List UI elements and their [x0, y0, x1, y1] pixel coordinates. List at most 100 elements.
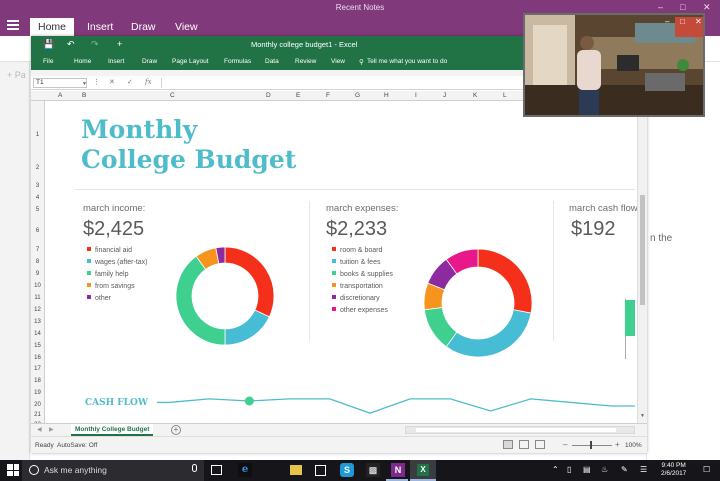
- file-explorer-icon[interactable]: [290, 465, 302, 475]
- row-header[interactable]: 16: [34, 355, 41, 361]
- cashflow-line-chart[interactable]: [45, 101, 637, 423]
- minimize-icon[interactable]: –: [658, 2, 664, 12]
- row-header[interactable]: 4: [35, 195, 40, 201]
- row-header[interactable]: 21: [34, 412, 41, 418]
- menu-formulas[interactable]: Formulas: [224, 58, 252, 65]
- undo-icon[interactable]: ↶: [67, 39, 75, 49]
- clock[interactable]: 9:40 PM 2/6/2017: [661, 462, 686, 478]
- expenses-donut-chart[interactable]: [416, 241, 540, 365]
- chevron-down-icon[interactable]: ▼: [82, 81, 87, 87]
- add-page-partial[interactable]: + Pa: [7, 70, 26, 80]
- cashflow-highlight-point[interactable]: [244, 396, 254, 406]
- onenote-taskbar-icon[interactable]: N: [391, 463, 405, 477]
- name-box[interactable]: T1 ▼: [33, 78, 87, 88]
- minimize-icon[interactable]: –: [665, 17, 670, 26]
- function-icon[interactable]: fx: [145, 78, 152, 86]
- tab-insert[interactable]: Insert: [87, 21, 114, 33]
- network-icon[interactable]: ▤: [583, 465, 591, 474]
- cortana-search-box[interactable]: Ask me anything: [22, 460, 204, 481]
- maximize-icon[interactable]: □: [680, 17, 685, 26]
- column-header[interactable]: D: [266, 92, 271, 99]
- column-header[interactable]: K: [473, 92, 478, 99]
- notifications-icon[interactable]: ☐: [703, 465, 711, 474]
- income-donut-chart[interactable]: [170, 241, 280, 351]
- menu-home[interactable]: Home: [74, 58, 92, 65]
- page-layout-view-icon[interactable]: [519, 440, 529, 449]
- income-donut-slice[interactable]: [215, 246, 226, 265]
- column-header[interactable]: E: [296, 92, 301, 99]
- page-break-view-icon[interactable]: [535, 440, 545, 449]
- spreadsheet-canvas[interactable]: Monthly College Budget march income: $2,…: [45, 101, 637, 423]
- scroll-down-icon[interactable]: ▼: [640, 413, 645, 419]
- row-header[interactable]: 5: [35, 207, 40, 213]
- video-window[interactable]: – □ ✕: [523, 13, 705, 117]
- row-header[interactable]: 14: [34, 331, 41, 337]
- enter-icon[interactable]: ✓: [127, 79, 133, 86]
- row-header[interactable]: 13: [34, 319, 41, 325]
- hamburger-menu-icon[interactable]: [7, 20, 19, 30]
- movies-icon[interactable]: ▩: [366, 463, 380, 477]
- zoom-out-icon[interactable]: –: [563, 440, 568, 449]
- row-header[interactable]: 11: [34, 295, 41, 301]
- excel-taskbar-button[interactable]: X: [410, 460, 436, 481]
- language-icon[interactable]: ☰: [640, 465, 648, 474]
- add-sheet-icon[interactable]: +: [171, 425, 181, 435]
- column-header[interactable]: L: [503, 92, 507, 99]
- horizontal-scrollbar[interactable]: [405, 426, 635, 434]
- column-header[interactable]: H: [384, 92, 389, 99]
- menu-view[interactable]: View: [331, 58, 345, 65]
- zoom-slider-knob[interactable]: [590, 441, 592, 449]
- menu-page-layout[interactable]: Page Layout: [172, 58, 209, 65]
- row-header[interactable]: 20: [34, 402, 41, 408]
- row-header[interactable]: 18: [34, 378, 41, 384]
- vertical-scrollbar[interactable]: ▲ ▼: [637, 91, 647, 423]
- cashflow-series-line[interactable]: [157, 398, 635, 414]
- save-icon[interactable]: 💾: [43, 39, 55, 49]
- row-header[interactable]: 15: [34, 343, 41, 349]
- scrollbar-thumb[interactable]: [640, 195, 645, 305]
- sheet-tab-monthly-college-budget[interactable]: Monthly College Budget: [71, 424, 154, 436]
- skype-icon[interactable]: S: [340, 463, 354, 477]
- tab-view[interactable]: View: [175, 21, 198, 33]
- normal-view-icon[interactable]: [503, 440, 513, 449]
- column-header[interactable]: C: [170, 92, 175, 99]
- menu-insert[interactable]: Insert: [108, 58, 125, 65]
- close-icon[interactable]: ✕: [703, 2, 711, 12]
- column-header[interactable]: J: [443, 92, 447, 99]
- redo-icon[interactable]: ↷: [91, 39, 99, 49]
- row-header[interactable]: 17: [34, 366, 41, 372]
- battery-icon[interactable]: ▯: [567, 465, 572, 474]
- menu-draw[interactable]: Draw: [142, 58, 158, 65]
- column-header[interactable]: I: [415, 92, 417, 99]
- column-header[interactable]: A: [58, 92, 63, 99]
- store-icon[interactable]: [315, 465, 326, 476]
- column-header[interactable]: F: [326, 92, 330, 99]
- volume-icon[interactable]: ♨: [601, 465, 609, 474]
- row-header[interactable]: 7: [35, 247, 40, 253]
- chevron-right-icon[interactable]: ▶: [49, 427, 54, 433]
- formula-input[interactable]: [161, 78, 643, 88]
- add-icon[interactable]: +: [117, 39, 123, 49]
- close-icon[interactable]: ✕: [695, 17, 702, 26]
- tab-home[interactable]: Home: [30, 18, 75, 36]
- row-header[interactable]: 10: [34, 283, 41, 289]
- scrollbar-thumb[interactable]: [416, 428, 616, 432]
- column-header[interactable]: B: [82, 92, 87, 99]
- row-header[interactable]: 8: [35, 259, 40, 265]
- column-header[interactable]: G: [355, 92, 361, 99]
- pen-icon[interactable]: ✎: [621, 465, 628, 474]
- zoom-slider[interactable]: [572, 445, 612, 446]
- row-header[interactable]: 1: [35, 132, 40, 138]
- menu-file[interactable]: File: [43, 58, 54, 65]
- row-header[interactable]: 2: [35, 165, 40, 171]
- row-header[interactable]: 9: [35, 271, 40, 277]
- edge-browser-icon[interactable]: e: [238, 463, 252, 477]
- chevron-left-icon[interactable]: ◀: [37, 427, 42, 433]
- row-header[interactable]: 12: [34, 307, 41, 313]
- maximize-icon[interactable]: □: [680, 2, 686, 12]
- row-header[interactable]: 3: [35, 183, 40, 189]
- microphone-icon[interactable]: [192, 464, 197, 472]
- windows-start-icon[interactable]: [7, 464, 19, 476]
- chevron-up-icon[interactable]: ⌃: [552, 465, 559, 474]
- task-view-icon[interactable]: [211, 465, 222, 475]
